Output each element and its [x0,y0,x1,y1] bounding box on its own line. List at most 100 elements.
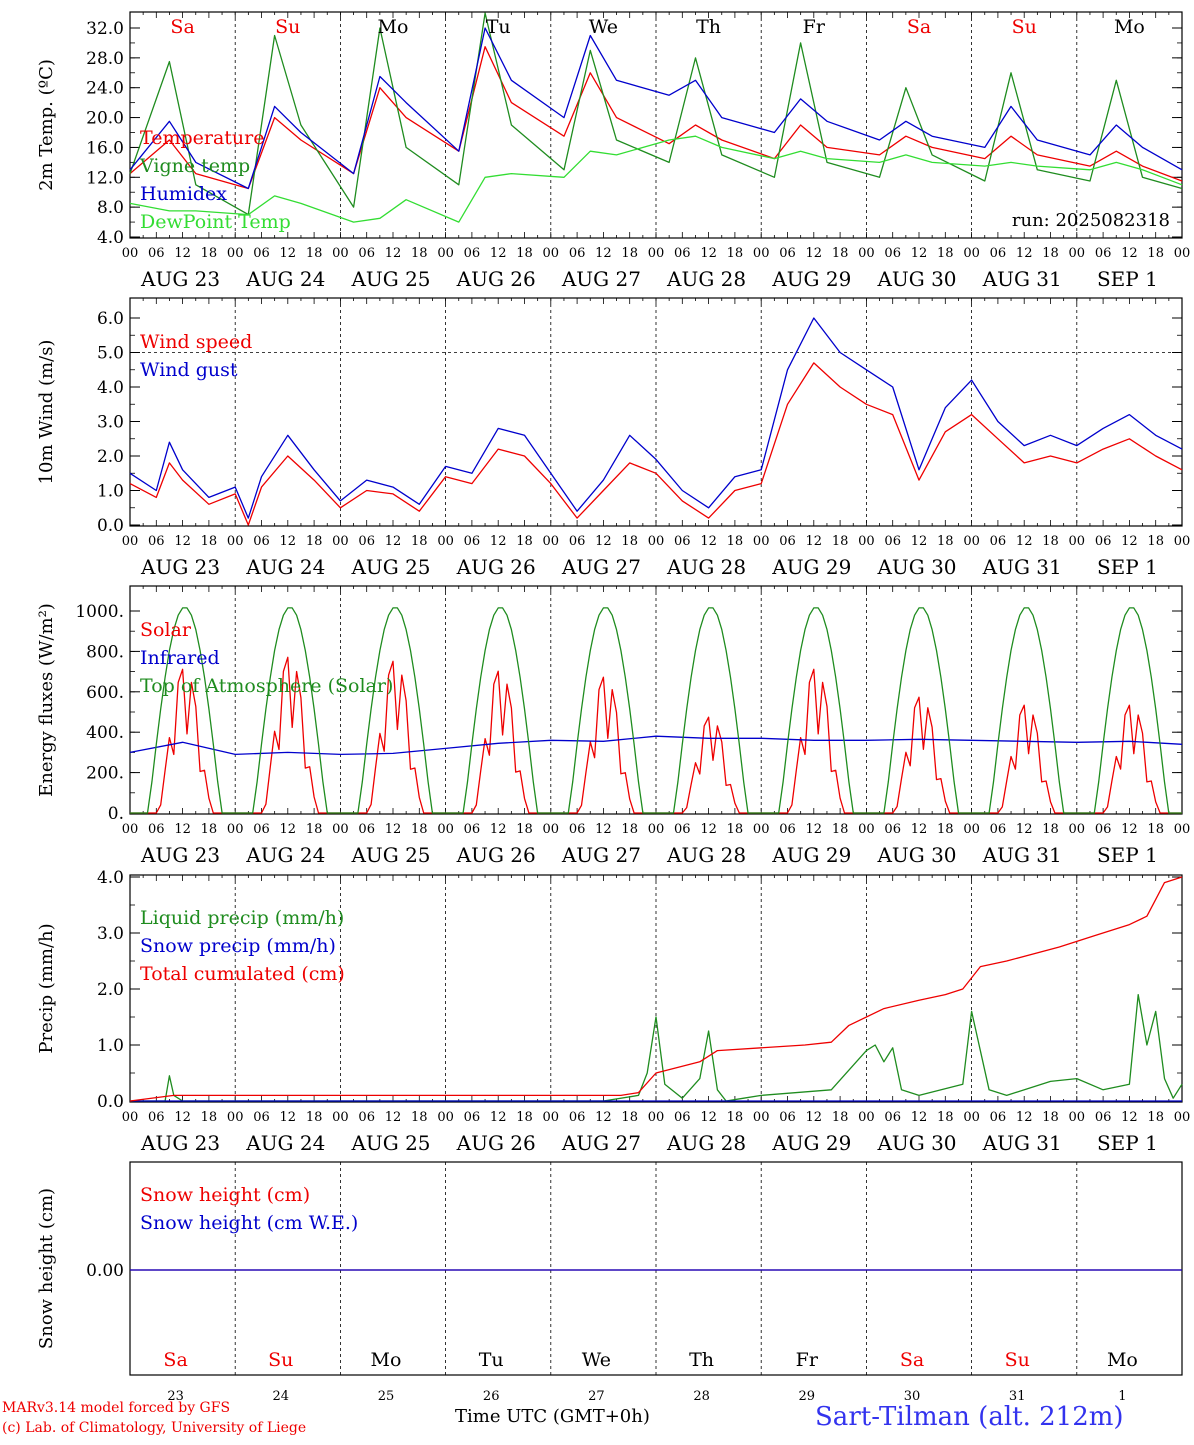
legend-entry: Infrared [140,647,220,669]
hour-tick-label: 12 [174,822,191,837]
hour-tick-label: 18 [411,822,428,837]
y-tick-label: 800. [86,642,124,662]
date-label: SEP 1 [1097,843,1158,867]
hour-tick-label: 18 [937,822,954,837]
hour-tick-label: 06 [253,822,270,837]
hour-tick-label: 00 [753,1110,770,1125]
hour-tick-label: 00 [858,246,875,261]
hour-tick-label: 00 [1069,1110,1086,1125]
hour-tick-label: 00 [227,246,244,261]
hour-tick-label: 18 [621,1110,638,1125]
series-line-wind-speed [129,362,1183,526]
hour-tick-label: 12 [280,246,297,261]
date-label: AUG 31 [982,843,1062,867]
hour-tick-label: 18 [201,534,218,549]
hour-tick-label: 06 [464,1110,481,1125]
hour-tick-label: 12 [700,1110,717,1125]
date-label: AUG 30 [876,555,956,579]
hour-tick-label: 06 [884,246,901,261]
legend-entry: Liquid precip (mm/h) [140,907,344,929]
day-number: 27 [588,1389,605,1404]
hour-tick-label: 00 [963,534,980,549]
date-label: AUG 24 [245,267,325,291]
date-label: AUG 27 [561,843,641,867]
day-number: 23 [167,1389,184,1404]
legend-entry: DewPoint Temp [140,211,291,233]
day-number: 1 [1118,1389,1126,1404]
hour-tick-label: 18 [1042,246,1059,261]
hour-tick-label: 18 [1042,534,1059,549]
hour-tick-label: 12 [1016,822,1033,837]
hour-tick-label: 06 [569,822,586,837]
hour-tick-label: 12 [595,822,612,837]
date-label: AUG 24 [245,1131,325,1155]
series-line-infrared [129,735,1183,756]
hour-tick-label: 18 [411,246,428,261]
y-tick-label: 1.0 [97,482,124,502]
hour-tick-label: 06 [358,822,375,837]
hour-tick-label: 12 [280,534,297,549]
day-number: 24 [273,1389,290,1404]
hour-tick-label: 00 [1174,1110,1191,1125]
hour-tick-label: 18 [411,1110,428,1125]
y-tick-label: 4.0 [97,228,124,248]
hour-tick-label: 00 [1174,822,1191,837]
hour-tick-label: 12 [806,1110,823,1125]
day-name-top: Mo [378,16,409,38]
hour-tick-label: 18 [516,534,533,549]
hour-tick-label: 12 [700,534,717,549]
day-number: 29 [799,1389,816,1404]
hour-tick-label: 12 [911,534,928,549]
legend-entry: Total cumulated (cm) [140,963,345,985]
hour-tick-label: 00 [648,1110,665,1125]
hour-tick-label: 12 [385,246,402,261]
series-line-temperature [129,46,1183,190]
y-tick-label: 5.0 [97,344,124,364]
hour-tick-label: 06 [674,1110,691,1125]
y-tick-label: 0.0 [97,516,124,536]
hour-tick-label: 18 [937,246,954,261]
day-name-bottom: Sa [900,1349,924,1371]
y-tick-label: 3.0 [97,413,124,433]
date-label: AUG 23 [140,843,220,867]
hour-tick-label: 00 [648,534,665,549]
hour-tick-label: 12 [1121,534,1138,549]
date-label: AUG 25 [350,1131,430,1155]
hour-tick-label: 12 [806,246,823,261]
y-axis-title: 2m Temp. (ºC) [36,59,57,191]
day-name-bottom: Tu [479,1349,504,1371]
model-credit: MARv3.14 model forced by GFS [2,1400,231,1416]
hour-tick-label: 18 [516,246,533,261]
day-name-bottom: We [582,1349,611,1371]
date-label: AUG 23 [140,1131,220,1155]
day-name-top: Th [696,16,721,38]
day-name-bottom: Sa [163,1349,187,1371]
hour-tick-label: 00 [437,1110,454,1125]
day-name-top: We [589,16,618,38]
day-name-top: Su [1012,16,1037,38]
hour-tick-label: 12 [1121,1110,1138,1125]
y-axis-title: 10m Wind (m/s) [36,340,57,485]
date-label: AUG 27 [561,555,641,579]
hour-tick-label: 18 [306,822,323,837]
hour-tick-label: 00 [1174,534,1191,549]
hour-tick-label: 18 [1147,822,1164,837]
hour-tick-label: 18 [727,822,744,837]
day-name-top: Sa [170,16,194,38]
hour-tick-label: 18 [201,822,218,837]
hour-tick-label: 18 [201,246,218,261]
hour-tick-label: 00 [1069,246,1086,261]
hour-tick-label: 18 [1042,1110,1059,1125]
hour-tick-label: 18 [832,534,849,549]
hour-tick-label: 12 [280,1110,297,1125]
day-number: 31 [1009,1389,1026,1404]
date-label: AUG 25 [350,555,430,579]
hour-tick-label: 06 [148,534,165,549]
station-name: Sart-Tilman (alt. 212m) [815,1402,1124,1432]
legend-entry: Solar [140,619,192,641]
hour-tick-label: 06 [569,1110,586,1125]
hour-tick-label: 12 [700,822,717,837]
hour-tick-label: 06 [990,246,1007,261]
legend-entry: Wind speed [140,331,252,353]
day-name-top: Su [275,16,300,38]
